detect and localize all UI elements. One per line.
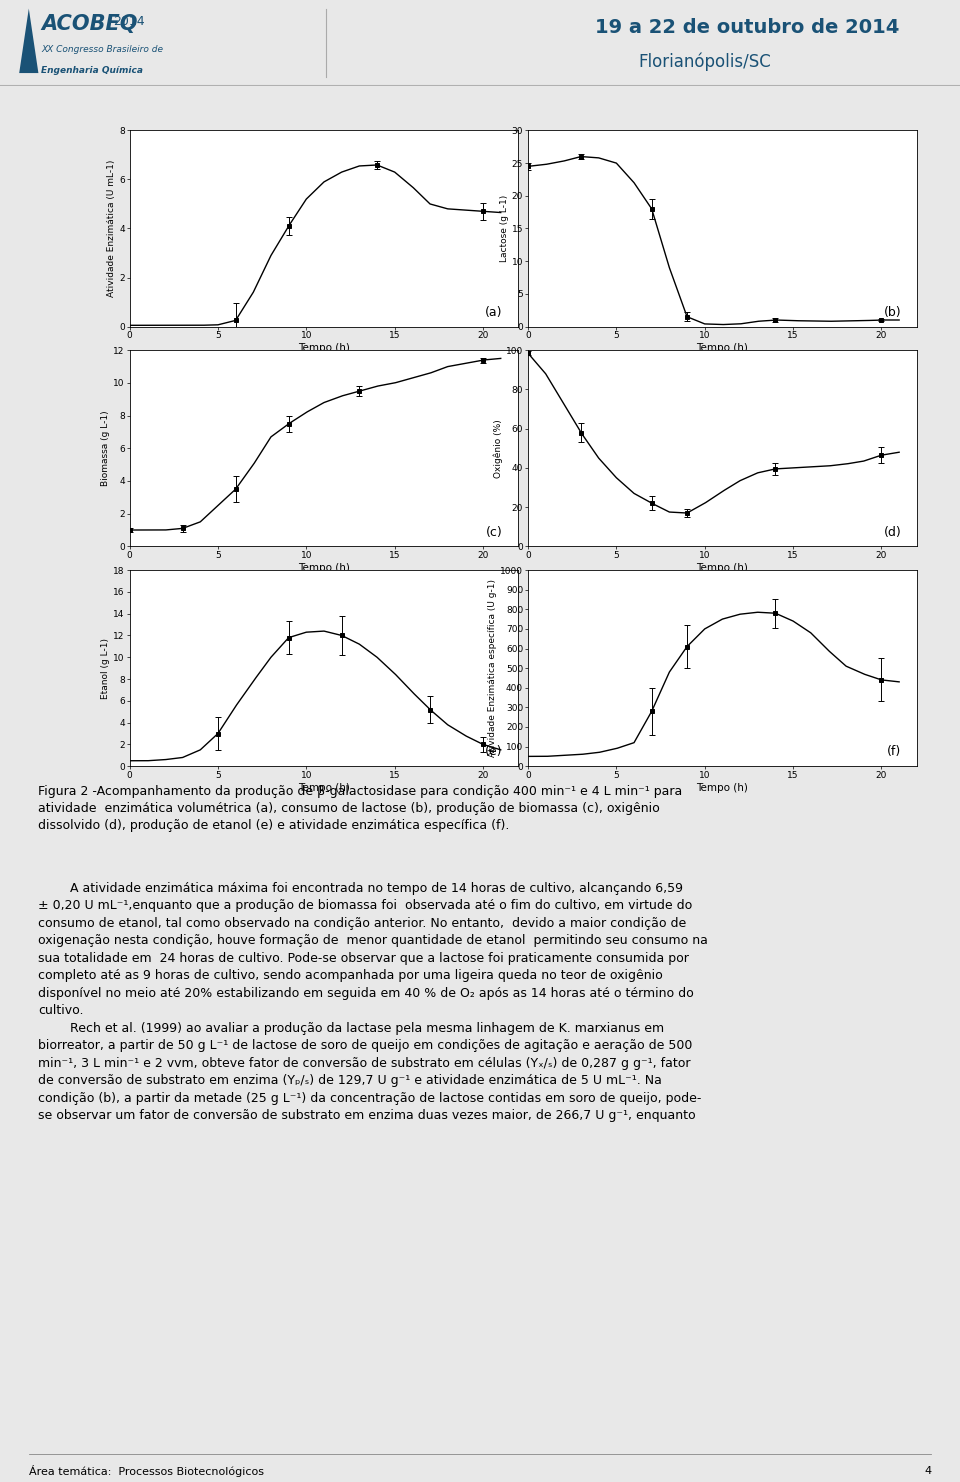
- Text: (c): (c): [486, 526, 503, 538]
- Text: Florianópolis/SC: Florianópolis/SC: [638, 53, 771, 71]
- Text: (b): (b): [883, 305, 901, 319]
- Text: (d): (d): [883, 526, 901, 538]
- Y-axis label: Atividade Enzimática (U mL-1): Atividade Enzimática (U mL-1): [108, 160, 116, 298]
- X-axis label: Tempo (h): Tempo (h): [298, 782, 350, 793]
- Text: Engenharia Química: Engenharia Química: [41, 67, 143, 76]
- Text: XX Congresso Brasileiro de: XX Congresso Brasileiro de: [41, 46, 163, 55]
- Text: 4: 4: [924, 1466, 931, 1476]
- X-axis label: Tempo (h): Tempo (h): [298, 344, 350, 353]
- Text: (a): (a): [486, 305, 503, 319]
- X-axis label: Tempo (h): Tempo (h): [696, 344, 749, 353]
- Y-axis label: Oxigênio (%): Oxigênio (%): [493, 419, 503, 477]
- Text: 2014: 2014: [113, 15, 145, 28]
- Text: Figura 2 -Acompanhamento da produção de β-galactosidase para condição 400 min⁻¹ : Figura 2 -Acompanhamento da produção de …: [38, 785, 683, 833]
- Text: ACOBEQ: ACOBEQ: [41, 13, 138, 34]
- Y-axis label: Etanol (g L-1): Etanol (g L-1): [102, 637, 110, 698]
- X-axis label: Tempo (h): Tempo (h): [696, 563, 749, 574]
- Text: (e): (e): [486, 745, 503, 759]
- X-axis label: Tempo (h): Tempo (h): [298, 563, 350, 574]
- Polygon shape: [19, 9, 38, 73]
- Y-axis label: Lactose (g L-1): Lactose (g L-1): [500, 194, 509, 262]
- X-axis label: Tempo (h): Tempo (h): [696, 782, 749, 793]
- Y-axis label: Biomassa (g L-1): Biomassa (g L-1): [102, 411, 110, 486]
- Text: A atividade enzimática máxima foi encontrada no tempo de 14 horas de cultivo, al: A atividade enzimática máxima foi encont…: [38, 882, 708, 1122]
- Text: 19 a 22 de outubro de 2014: 19 a 22 de outubro de 2014: [595, 18, 900, 37]
- Text: Área temática:  Processos Biotecnológicos: Área temática: Processos Biotecnológicos: [29, 1464, 264, 1476]
- Text: (f): (f): [887, 745, 901, 759]
- Y-axis label: Atividade Enzimática específica (U g-1): Atividade Enzimática específica (U g-1): [489, 579, 497, 757]
